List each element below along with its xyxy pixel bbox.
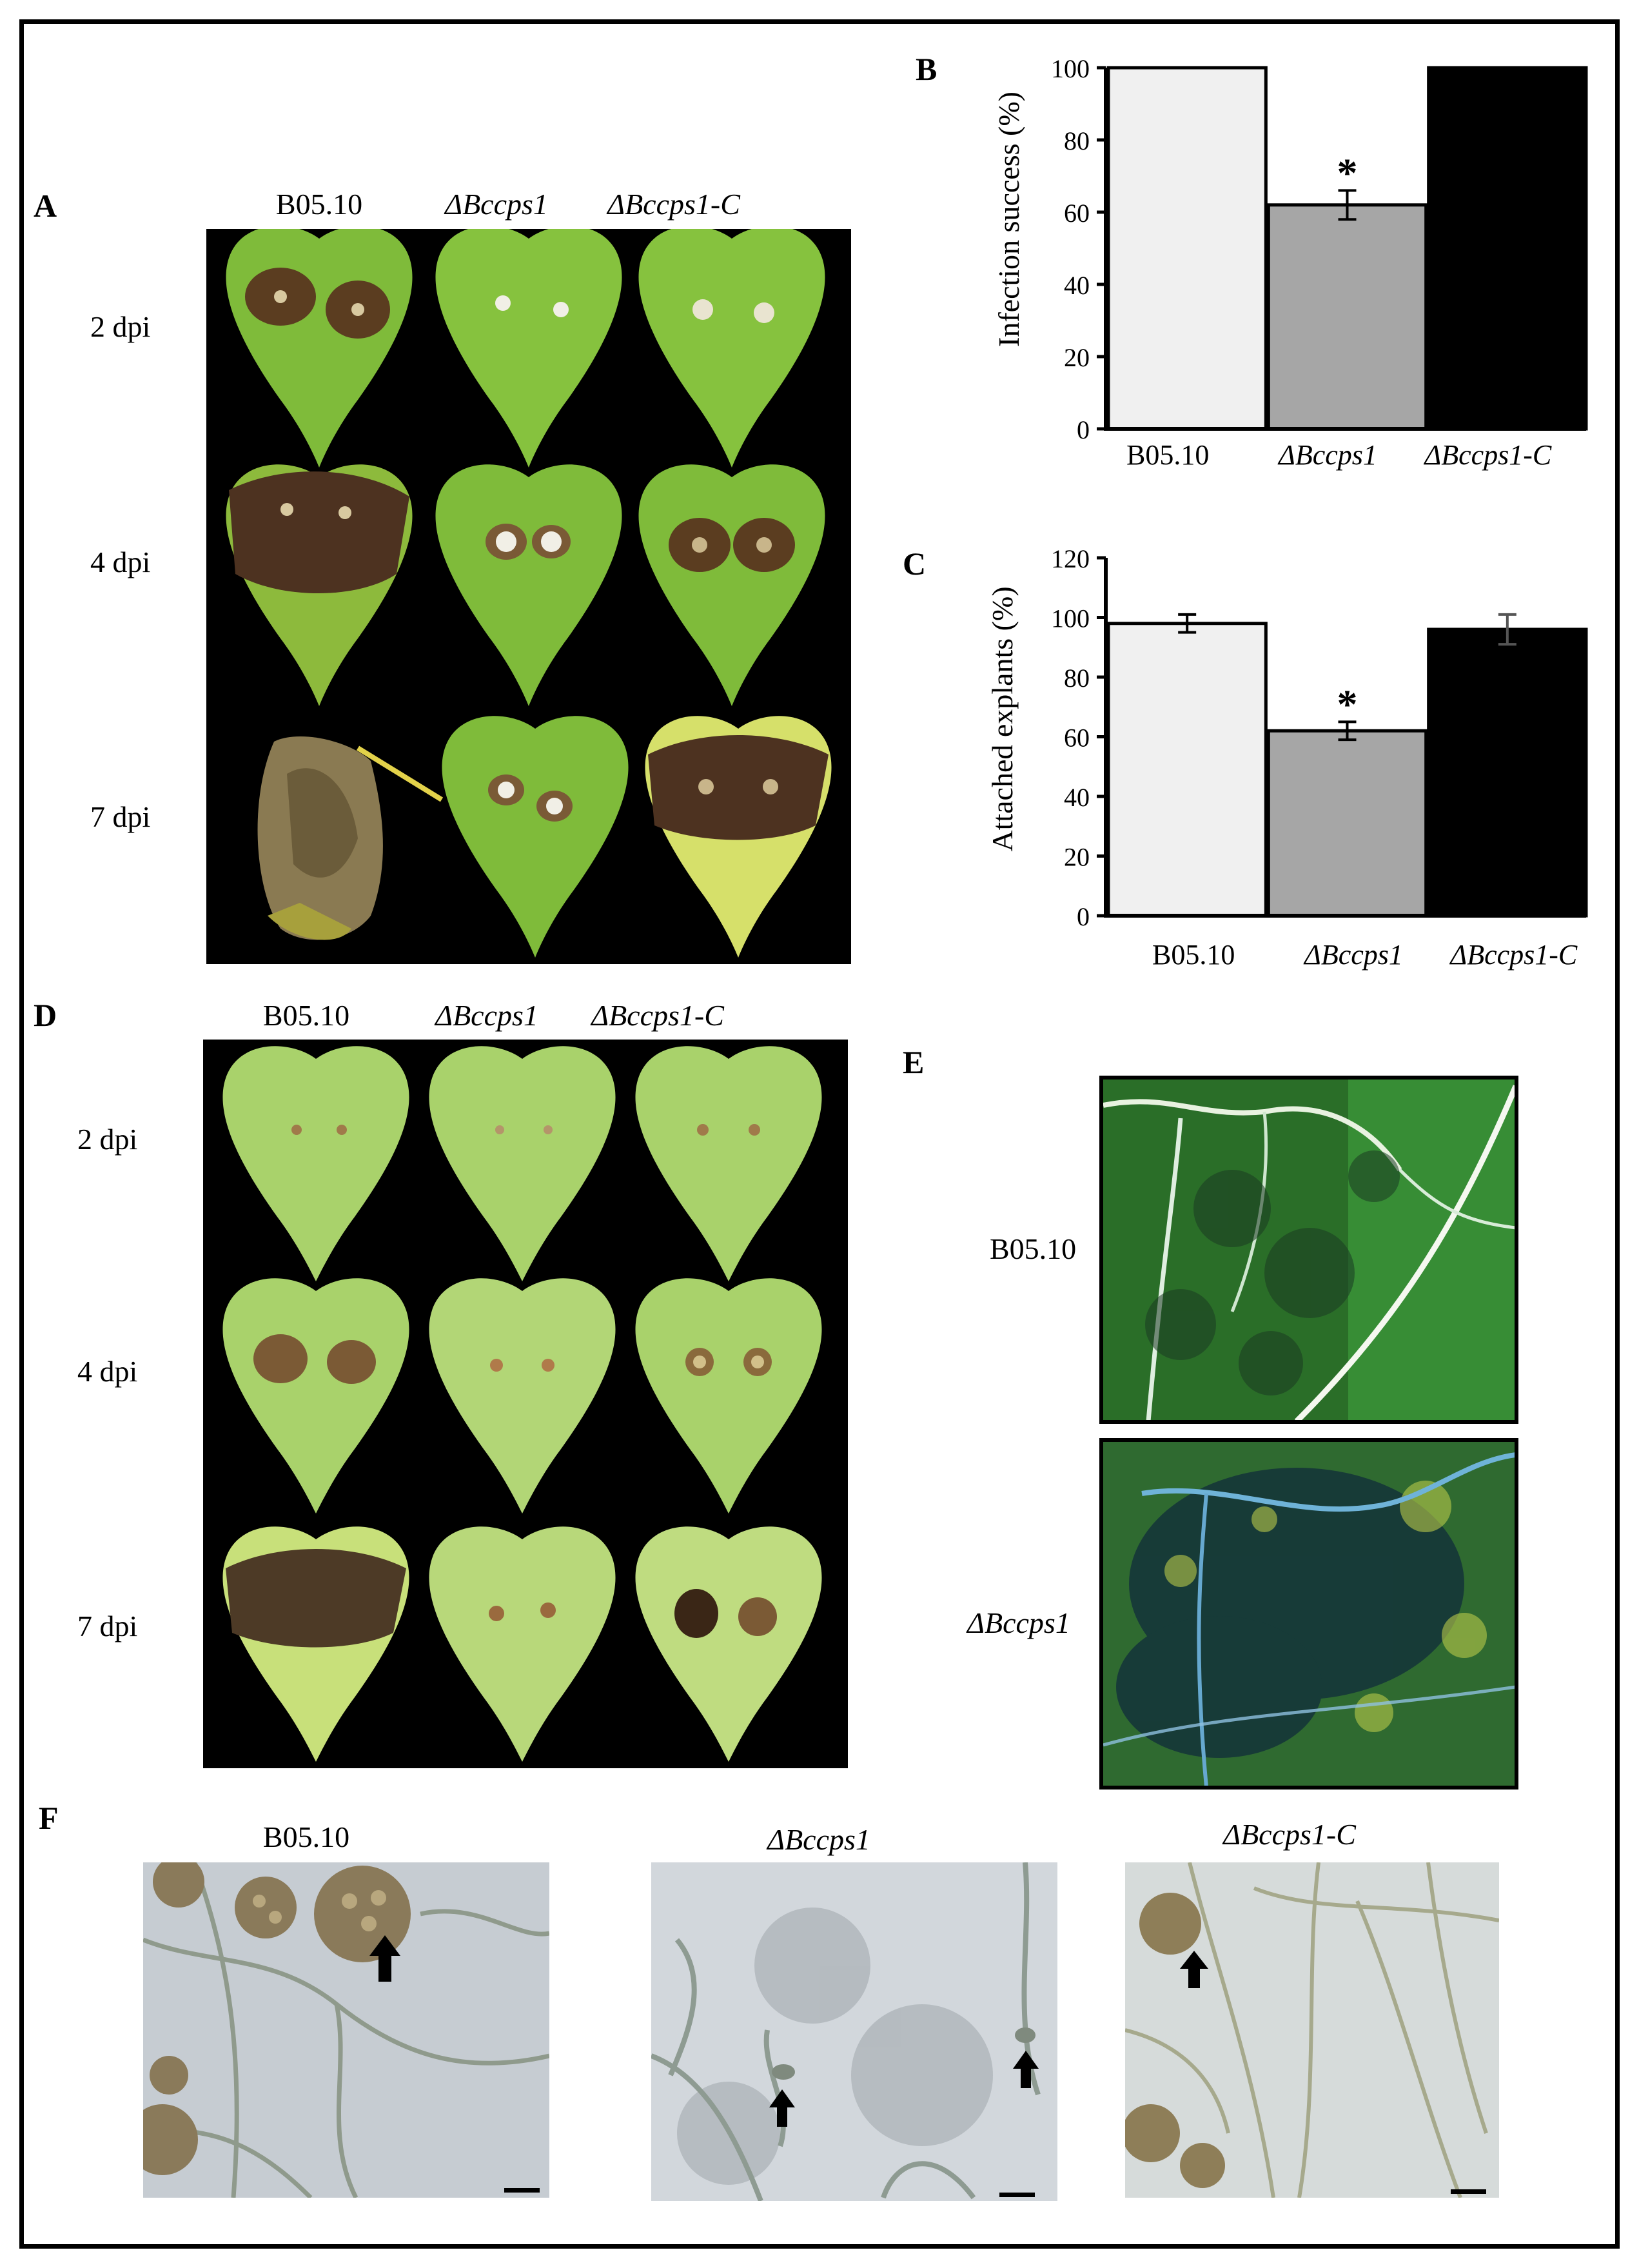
ytick-label: 100 <box>1051 604 1090 633</box>
leaf-d-r3-c2 <box>429 1526 616 1762</box>
ytick-label: 100 <box>1051 54 1090 83</box>
category-label: ΔBccps1-C <box>1423 439 1552 471</box>
chart-b-bars: * <box>1106 66 1588 431</box>
ytick-label: 0 <box>1077 415 1090 444</box>
leaf-d-r1-c2 <box>429 1046 616 1281</box>
panel-f-micrograph-dbccps1-c <box>1125 1862 1499 2198</box>
panel-e-micrograph-dbccps1 <box>1099 1438 1518 1790</box>
leaf-a-r1-c3 <box>638 226 825 468</box>
bar-0 <box>1106 622 1268 918</box>
ytick-label: 80 <box>1064 664 1090 693</box>
chart-b-yticks: 0 20 40 60 80 100 <box>1051 54 1106 444</box>
category-label: ΔBccps1-C <box>1449 939 1578 971</box>
panel-f-col-dbccps1-c: ΔBccps1-C <box>1223 1818 1356 1851</box>
ytick-label: 120 <box>1051 544 1090 573</box>
arrow-icon <box>1013 2051 1039 2088</box>
chart-b: Infection success (%) 0 20 40 60 80 100 * B05… <box>992 54 1588 471</box>
ytick-label: 20 <box>1064 843 1090 872</box>
ytick-label: 20 <box>1064 343 1090 372</box>
panel-a-leaf-photo <box>206 226 851 964</box>
bar-1 <box>1266 729 1428 918</box>
leaf-a-r1-c1 <box>226 226 413 468</box>
category-label: B05.10 <box>1152 939 1235 971</box>
panel-f-col-b0510: B05.10 <box>262 1820 350 1853</box>
ytick-label: 80 <box>1064 126 1090 155</box>
ytick-label: 0 <box>1077 902 1090 931</box>
leaf-a-r2-c3 <box>638 464 825 706</box>
panel-f-col-dbccps1: ΔBccps1 <box>767 1823 870 1856</box>
leaf-a-r3-c1 <box>257 736 444 940</box>
panel-e-row-b0510: B05.10 <box>990 1232 1077 1265</box>
chart-b-categories: B05.10 ΔBccps1 ΔBccps1-C <box>1126 439 1552 471</box>
panel-a-row-7dpi: 7 dpi <box>90 800 151 833</box>
panel-a-leaves-svg <box>226 226 832 958</box>
panel-label-c: C <box>903 546 927 582</box>
leaf-a-r3-c3 <box>645 716 832 958</box>
leaf-a-r2-c2 <box>435 464 622 706</box>
panel-e-row-dbccps1: ΔBccps1 <box>967 1606 1070 1639</box>
arrow-icon <box>769 2089 795 2127</box>
arrow-icon <box>1180 1951 1208 1988</box>
category-label: B05.10 <box>1126 439 1209 471</box>
category-label: ΔBccps1 <box>1303 939 1403 971</box>
bar-0 <box>1106 66 1268 431</box>
panel-label-b: B <box>916 51 937 87</box>
leaf-d-r2-c2 <box>429 1278 616 1514</box>
panel-a-col-dbccps1: ΔBccps1 <box>445 188 548 221</box>
leaf-d-r1-c1 <box>222 1046 409 1281</box>
panel-e-micrograph-b0510 <box>1099 1076 1518 1424</box>
panel-a-col-b0510: B05.10 <box>275 188 363 221</box>
chart-c-categories: B05.10 ΔBccps1 ΔBccps1-C <box>1152 939 1578 971</box>
ytick-label: 60 <box>1064 724 1090 753</box>
panel-label-e: E <box>903 1044 925 1080</box>
ytick-label: 40 <box>1064 271 1090 300</box>
leaf-d-r2-c1 <box>222 1278 409 1514</box>
panel-f-micrograph-b0510-svg <box>143 1862 549 2198</box>
chart-b-ylabel: Infection success (%) <box>992 92 1025 347</box>
figure-frame <box>19 19 1620 2249</box>
category-label: ΔBccps1 <box>1277 439 1377 471</box>
panel-a-col-dbccps1-c: ΔBccps1-C <box>607 188 740 221</box>
bar-2 <box>1427 66 1588 431</box>
panel-d-col-dbccps1-c: ΔBccps1-C <box>591 999 724 1032</box>
panel-d-row-2dpi: 2 dpi <box>77 1123 138 1156</box>
significance-marker: * <box>1337 150 1358 195</box>
panel-d-leaves-svg <box>222 1046 822 1762</box>
panel-d-leaf-photo <box>203 1040 848 1768</box>
leaf-d-r3-c3 <box>635 1526 822 1762</box>
leaf-d-r1-c3 <box>635 1046 822 1281</box>
panel-d-col-b0510: B05.10 <box>262 999 350 1032</box>
panel-f-micrograph-b0510 <box>143 1862 549 2198</box>
panel-d-row-7dpi: 7 dpi <box>77 1610 138 1642</box>
panel-a-row-2dpi: 2 dpi <box>90 310 151 343</box>
panel-f-micrograph-dbccps1-svg <box>651 1862 1057 2201</box>
panel-f-micrograph-dbccps1 <box>651 1862 1057 2201</box>
arrow-icon <box>369 1935 400 1982</box>
ytick-label: 40 <box>1064 783 1090 812</box>
leaf-d-r3-c1 <box>222 1526 409 1762</box>
leaf-a-r3-c2 <box>442 716 629 958</box>
panel-d-row-4dpi: 4 dpi <box>77 1355 138 1388</box>
chart-c-bars: * <box>1106 613 1588 918</box>
panel-f-micrograph-dbccps1-c-svg <box>1125 1862 1499 2198</box>
bar-1 <box>1266 203 1428 431</box>
leaf-d-r2-c3 <box>635 1278 822 1514</box>
panel-e-micrograph-dbccps1-svg <box>1103 1442 1515 1786</box>
panel-label-d: D <box>34 997 57 1033</box>
panel-e-micrograph-b0510-svg <box>1103 1080 1515 1420</box>
significance-marker: * <box>1337 681 1358 727</box>
leaf-a-r1-c2 <box>435 226 622 468</box>
panel-label-f: F <box>39 1800 59 1836</box>
ytick-label: 60 <box>1064 199 1090 228</box>
chart-c-ylabel: Attached explants (%) <box>986 586 1019 851</box>
leaf-a-r2-c1 <box>226 464 413 706</box>
panel-label-a: A <box>34 188 57 224</box>
panel-a-row-4dpi: 4 dpi <box>90 546 151 578</box>
chart-c-yticks: 0 20 40 60 80 100 120 <box>1051 544 1106 931</box>
panel-d-col-dbccps1: ΔBccps1 <box>435 999 538 1032</box>
bar-2 <box>1427 627 1588 918</box>
